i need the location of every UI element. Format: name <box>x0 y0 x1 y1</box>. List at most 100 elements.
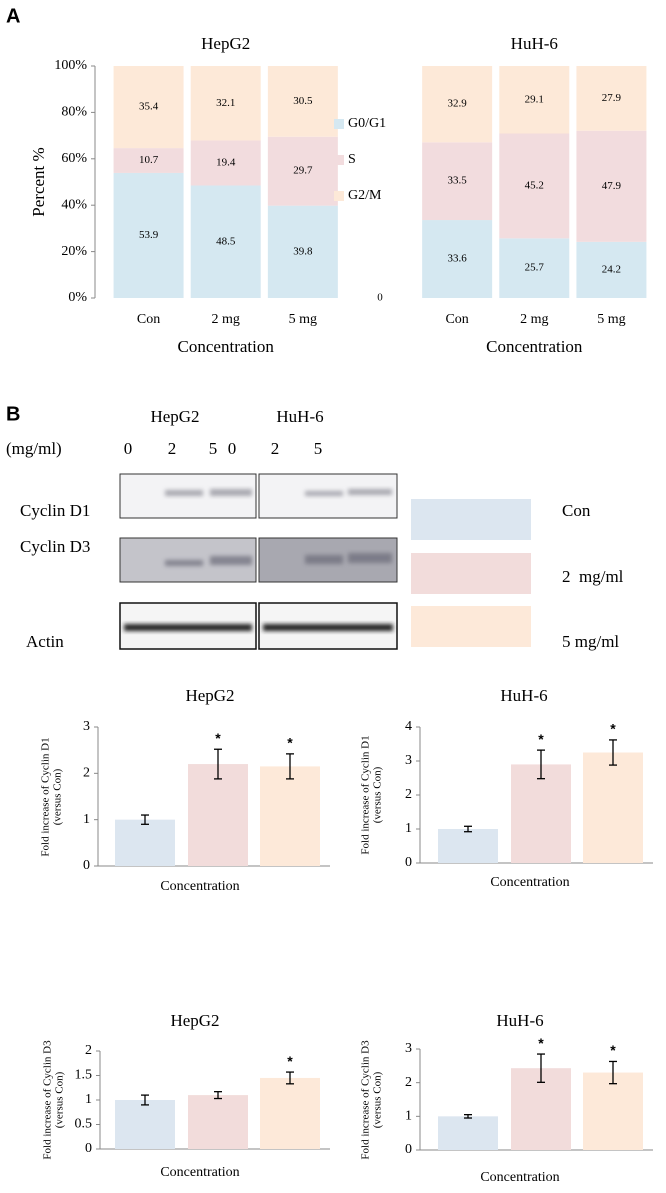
bar-segment <box>499 238 570 298</box>
bar-segment <box>267 66 338 137</box>
y-tick-label: 1 <box>405 821 412 836</box>
y-tick-label: 0 <box>405 1142 412 1157</box>
x-axis-label: Concentration <box>490 875 569 890</box>
y-tick-label: 2 <box>405 1075 412 1090</box>
legend-label: G0/G1 <box>348 116 386 131</box>
bar-segment <box>499 133 570 239</box>
y-axis-label: Fold increase of Cyclin D3 <box>360 1040 372 1160</box>
y-tick-label: 2 <box>83 766 90 781</box>
y-axis-label: (versus Con) <box>54 1071 66 1128</box>
chart-title: HuH-6 <box>496 1011 543 1030</box>
x-axis-label: Concentration <box>480 1170 559 1185</box>
legend-swatch <box>411 499 531 540</box>
data-label: 10.7 <box>139 154 159 166</box>
significance: * <box>538 731 544 747</box>
y-tick-label: 1 <box>83 812 90 827</box>
data-label: 48.5 <box>216 235 236 247</box>
x-tick-label: 5 mg <box>597 312 625 327</box>
panel-label: B <box>6 403 20 425</box>
legend-swatch <box>411 606 531 647</box>
blot-cell-line: HuH-6 <box>276 407 323 426</box>
data-label: 29.7 <box>293 165 313 177</box>
data-label: 35.4 <box>139 101 159 113</box>
y-tick-label: 1 <box>405 1109 412 1124</box>
bar <box>260 1077 320 1149</box>
x-axis-label: Concentration <box>160 879 239 894</box>
y-tick-label: 0 <box>405 855 412 870</box>
y-tick-label: 3 <box>83 719 90 734</box>
data-label: 19.4 <box>216 157 236 169</box>
y-tick-label: 20% <box>61 244 87 259</box>
chart-title: HepG2 <box>170 1011 219 1030</box>
panel-label: A <box>6 5 20 27</box>
y-axis-label: (versus Con) <box>372 1071 384 1128</box>
blot-protein: Cyclin D1 <box>20 501 90 520</box>
y-axis-label: Fold increase of Cyclin D1 <box>40 737 52 856</box>
data-label: 32.9 <box>448 98 468 110</box>
significance: * <box>287 735 293 751</box>
bar <box>188 764 248 866</box>
bar <box>260 766 320 866</box>
y-axis-label: Percent % <box>29 147 48 216</box>
y-tick-label: 0 <box>83 858 90 873</box>
data-label: 24.2 <box>602 263 621 275</box>
y-tick-label: 0.5 <box>75 1117 93 1132</box>
bar-segment <box>576 130 647 242</box>
blot-dose: 0 <box>124 439 133 458</box>
bar-segment <box>190 185 261 298</box>
bar-segment <box>190 66 261 141</box>
data-label: 30.5 <box>293 95 313 107</box>
x-tick-label: Con <box>445 312 468 327</box>
legend-label: Con <box>562 501 591 520</box>
y-axis-label: Fold increase of Cyclin D3 <box>42 1040 54 1160</box>
bar <box>511 764 571 863</box>
legend-label: G2/M <box>348 188 382 203</box>
bar-segment <box>422 66 493 143</box>
bar <box>438 1116 498 1150</box>
legend-label: S <box>348 152 356 167</box>
data-label: 33.5 <box>448 175 468 187</box>
blot-dose: 0 <box>228 439 237 458</box>
bar-segment <box>190 140 261 186</box>
x-tick-label: 2 mg <box>212 312 240 327</box>
y-tick-label: 4 <box>405 719 412 734</box>
blot-dose: 5 <box>314 439 323 458</box>
y-tick-label: 2 <box>405 787 412 802</box>
data-label: 33.6 <box>448 253 468 265</box>
significance: * <box>215 730 221 746</box>
significance: * <box>610 1042 616 1058</box>
data-label: 45.2 <box>525 179 544 191</box>
x-tick-label: Con <box>137 312 160 327</box>
data-label: 0 <box>377 292 383 304</box>
data-label: 32.1 <box>216 97 235 109</box>
bar-segment <box>113 148 184 173</box>
bar-segment <box>113 172 184 298</box>
bar-segment <box>576 66 647 131</box>
significance: * <box>538 1035 544 1051</box>
x-axis-label: Concentration <box>160 1165 239 1180</box>
legend-swatch <box>411 553 531 594</box>
significance: * <box>287 1053 293 1069</box>
y-tick-label: 1 <box>85 1092 92 1107</box>
group-title: HuH-6 <box>511 34 558 53</box>
bar <box>583 1072 643 1150</box>
significance: * <box>610 721 616 737</box>
y-tick-label: 1.5 <box>75 1068 93 1083</box>
y-tick-label: 0% <box>68 290 87 305</box>
bar-segment <box>576 241 647 298</box>
chart-title: HepG2 <box>185 686 234 705</box>
legend-swatch <box>334 119 344 129</box>
bar <box>583 752 643 863</box>
bar <box>438 829 498 863</box>
data-label: 53.9 <box>139 229 159 241</box>
x-tick-label: 2 mg <box>520 312 548 327</box>
y-tick-label: 2 <box>85 1043 92 1058</box>
blot-unit: (mg/ml) <box>6 439 62 458</box>
bar-segment <box>422 142 493 221</box>
legend-label: 5 mg/ml <box>562 632 619 651</box>
x-axis-label: Concentration <box>486 337 583 356</box>
legend-swatch <box>334 191 344 201</box>
y-tick-label: 0 <box>85 1141 92 1156</box>
bar <box>188 1095 248 1149</box>
data-label: 27.9 <box>602 92 622 104</box>
